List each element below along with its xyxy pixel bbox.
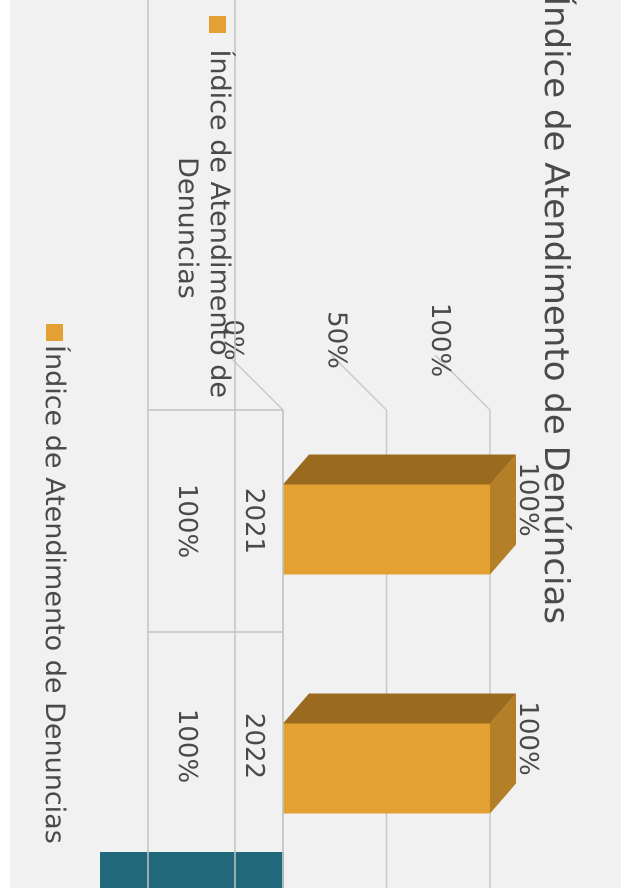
y-tick-label-50: 50% <box>322 311 352 369</box>
table-row-header: Índice de Atendimento de Denuncias <box>172 49 236 406</box>
legend-key <box>46 324 63 341</box>
bars <box>283 454 516 814</box>
category-label-2022: 2022 <box>239 713 269 779</box>
teal-footer-block <box>100 852 284 888</box>
y-tick-label-100: 100% <box>425 303 455 377</box>
table-cell-2022: 100% <box>172 709 202 783</box>
bar-side-2022 <box>283 693 516 724</box>
data-table: 2021 2022 100% 100% Índice de Atendiment… <box>147 0 284 888</box>
bar-top-2021 <box>490 454 516 575</box>
table-cell-2021: 100% <box>172 484 202 558</box>
bar-2022 <box>283 693 516 814</box>
grid-diagonal-2 <box>434 354 491 411</box>
chart-title: Índice de Atendimento de Denúncias <box>536 0 577 624</box>
data-label-2021: 100% <box>513 462 543 536</box>
data-label-2022: 100% <box>513 701 543 775</box>
data-labels: 100% 100% <box>513 462 543 775</box>
y-tick-label-0: 0% <box>218 319 248 360</box>
category-label-2021: 2021 <box>239 488 269 554</box>
bar-side-2021 <box>283 454 516 485</box>
grid-diagonal-0 <box>227 354 284 411</box>
bar-front-2022 <box>283 723 490 814</box>
legend: Índice de Atendimento de Denuncias <box>39 324 71 844</box>
table-row-header-line-1: Índice de Atendimento de <box>204 49 236 398</box>
table-legend-key <box>209 16 226 33</box>
bar-2021 <box>283 454 516 575</box>
table-row-header-line-2: Denuncias <box>172 157 203 299</box>
y-tick-labels: 0% 50% 100% <box>218 303 455 377</box>
legend-label: Índice de Atendimento de Denuncias <box>39 345 71 844</box>
bar-front-2021 <box>283 484 490 575</box>
bar-top-2022 <box>490 693 516 814</box>
grid-diagonal-1 <box>330 354 388 411</box>
chart-rotated-group: Índice de Atendimento de Denúncias 0% 50… <box>39 0 577 888</box>
